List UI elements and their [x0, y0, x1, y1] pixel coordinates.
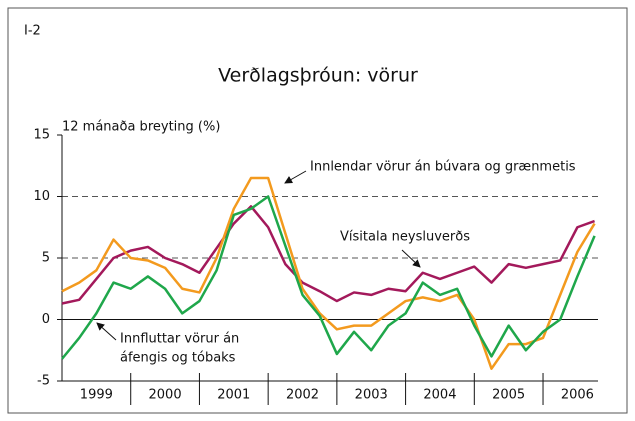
y-tick-label: 0	[42, 312, 50, 327]
x-tick-label: 2001	[217, 388, 250, 403]
y-tick-label: 5	[42, 251, 50, 266]
x-tick-label: 2003	[355, 388, 388, 403]
arrow	[401, 249, 421, 268]
series-line	[61, 195, 596, 360]
x-tick-label: 2000	[149, 388, 182, 403]
x-tick-label: 2004	[423, 388, 456, 403]
arrow	[96, 322, 117, 341]
chart-title: Verðlagsþróun: vörur	[218, 65, 418, 87]
series-line	[61, 176, 596, 370]
annotation: Innfluttar vörur án	[120, 332, 239, 347]
y-axis-label: 12 mánaða breyting (%)	[62, 120, 220, 135]
annotation: Vísitala neysluverðs	[340, 230, 470, 245]
annotation: áfengis og tóbaks	[120, 351, 236, 366]
y-tick-label: -5	[37, 374, 50, 389]
arrow	[284, 170, 307, 184]
chart-label: I-2	[24, 24, 41, 39]
x-tick-label: 2006	[561, 388, 594, 403]
annotation: Innlendar vörur án búvara og grænmetis	[310, 160, 576, 175]
y-tick-label: 15	[33, 128, 50, 143]
x-tick-label: 1999	[80, 388, 113, 403]
frame	[7, 7, 628, 414]
y-tick-label: 10	[33, 189, 50, 204]
series-line	[61, 205, 595, 305]
x-tick-label: 2005	[492, 388, 525, 403]
x-tick-label: 2002	[286, 388, 319, 403]
